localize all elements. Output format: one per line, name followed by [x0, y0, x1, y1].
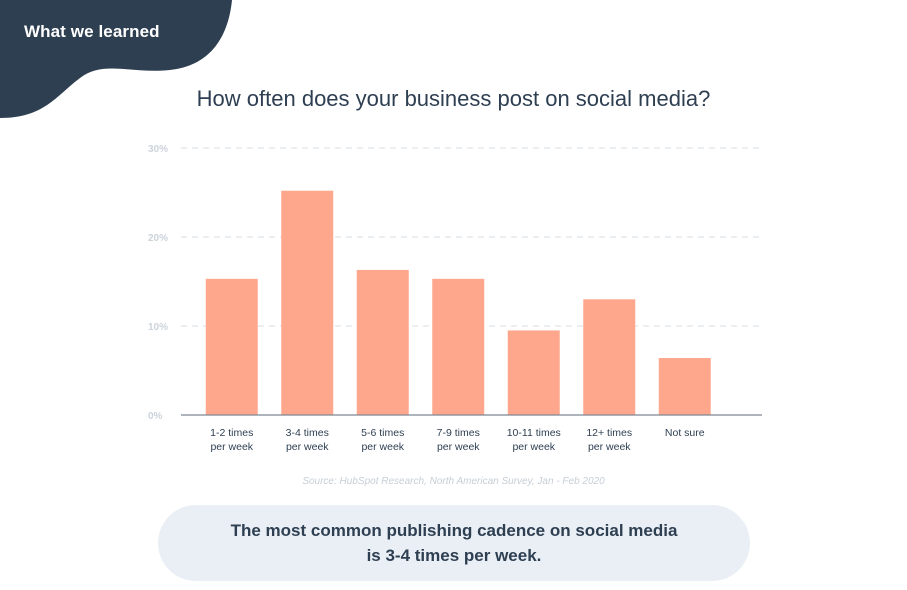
- chart-title: How often does your business post on soc…: [196, 86, 711, 111]
- x-tick-label: 5-6 times per week: [361, 427, 405, 453]
- takeaway-text: The most common publishing cadence on so…: [230, 521, 678, 565]
- x-tick-label: Not sure: [665, 427, 705, 439]
- header-blob: [0, 0, 232, 118]
- bar: [356, 269, 409, 415]
- takeaway-box: The most common publishing cadence on so…: [158, 505, 750, 581]
- y-tick-label: 0%: [148, 411, 163, 422]
- x-tick-label: 10-11 times per week: [507, 427, 561, 453]
- y-tick-label: 30%: [148, 144, 168, 155]
- section-label: What we learned: [24, 22, 160, 41]
- x-tick-label: 1-2 times per week: [210, 427, 254, 453]
- bar: [583, 299, 636, 415]
- bar: [507, 330, 560, 415]
- y-tick-label: 20%: [148, 233, 168, 244]
- bar: [432, 278, 485, 415]
- source-note: Source: HubSpot Research, North American…: [302, 476, 605, 487]
- bar: [205, 278, 258, 415]
- x-tick-label: 12+ times per week: [586, 427, 632, 453]
- y-tick-label: 10%: [148, 322, 168, 333]
- x-tick-label: 3-4 times per week: [286, 427, 330, 453]
- bar: [281, 190, 334, 415]
- bar-chart: 0% 10% 20% 30% 1-2 times per week 3-4 times per…: [148, 144, 762, 453]
- bar: [658, 358, 711, 415]
- x-tick-label: 7-9 times per week: [437, 427, 481, 453]
